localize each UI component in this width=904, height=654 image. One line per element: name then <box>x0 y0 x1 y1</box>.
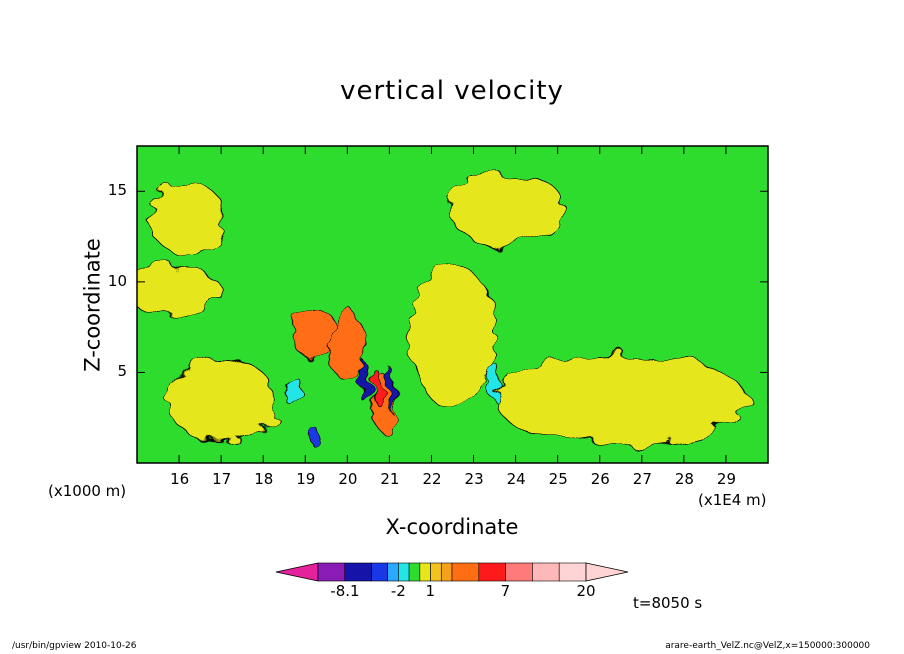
colorbar-segment <box>344 562 372 582</box>
x-tick-label: 26 <box>590 470 610 488</box>
colorbar-label: -8.1 <box>330 582 360 600</box>
time-annotation: t=8050 s <box>633 594 703 612</box>
colorbar-segment <box>371 562 388 582</box>
y-axis-ticks <box>137 190 768 373</box>
contour-updraft-core-second <box>330 308 365 382</box>
x-tick-label: 16 <box>170 470 190 488</box>
colorbar-max-arrow <box>585 562 629 582</box>
contour-positive-band-right-upper <box>447 172 567 247</box>
colorbar-segment <box>387 562 399 582</box>
x-tick-label: 28 <box>674 470 694 488</box>
x-tick-label: 29 <box>716 470 737 488</box>
x-tick-label: 24 <box>506 470 526 488</box>
colorbar-segment <box>408 562 421 582</box>
plot-frame <box>136 145 769 464</box>
footer-program: /usr/bin/gpview 2010-10-26 <box>12 641 137 651</box>
x-axis-ticks <box>178 146 727 463</box>
y-tick-label: 15 <box>107 181 127 200</box>
x-tick-label: 27 <box>632 470 652 488</box>
contour-updraft-core-main <box>292 305 336 361</box>
contour-positive-band-low-left <box>166 357 277 442</box>
y-tick-label: 5 <box>117 362 127 381</box>
colorbar-segment <box>505 562 533 582</box>
colorbar-label: 20 <box>576 582 596 600</box>
colorbar-label: 1 <box>425 582 436 600</box>
colorbar-segment <box>440 562 453 582</box>
colorbar-segment <box>398 562 410 582</box>
x-tick-label: 19 <box>296 470 316 488</box>
x-tick-label: 23 <box>464 470 484 488</box>
colorbar-label: -2 <box>390 582 406 600</box>
contour-positive-band-center <box>410 263 495 410</box>
x-tick-label: 20 <box>338 470 358 488</box>
contour-regions <box>137 172 748 446</box>
contour-downdraft-right <box>387 368 396 413</box>
contour-positive-band-right-low <box>494 353 748 446</box>
y-axis-label: Z-coordinate <box>80 238 105 372</box>
contour-updraft-max <box>371 370 383 404</box>
colorbar <box>275 562 629 582</box>
contour-positive-band-upper-left <box>149 181 226 256</box>
colorbar-segment <box>317 562 346 582</box>
x-unit-label: (x1E4 m) <box>698 491 767 509</box>
contour-downdraft-cyan-left <box>285 373 300 408</box>
x-tick-label: 17 <box>212 470 232 488</box>
colorbar-segment <box>419 562 431 582</box>
colorbar-segment <box>558 562 587 582</box>
plot-area <box>137 146 768 463</box>
x-axis-label: X-coordinate <box>385 515 519 539</box>
y-unit-label: (x1000 m) <box>48 482 127 500</box>
y-tick-label: 10 <box>107 271 127 290</box>
x-tick-label: 18 <box>254 470 274 488</box>
footer-source: arare-earth_VelZ.nc@VelZ,x=150000:300000 <box>665 641 870 651</box>
contour-positive-band-mid-left <box>137 265 222 317</box>
x-tick-label: 22 <box>422 470 442 488</box>
chart-title: vertical velocity <box>340 76 564 106</box>
colorbar-min-arrow <box>275 562 319 582</box>
x-tick-label: 21 <box>380 470 400 488</box>
contour-downdraft-low <box>308 426 320 446</box>
colorbar-segment <box>478 562 506 582</box>
contour-downdraft-main <box>358 361 370 402</box>
colorbar-segment <box>430 562 442 582</box>
colorbar-segment <box>532 562 560 582</box>
x-tick-label: 25 <box>548 470 568 488</box>
colorbar-segment <box>451 562 480 582</box>
contour-downdraft-cyan-right <box>487 362 502 401</box>
colorbar-label: 7 <box>500 582 511 600</box>
